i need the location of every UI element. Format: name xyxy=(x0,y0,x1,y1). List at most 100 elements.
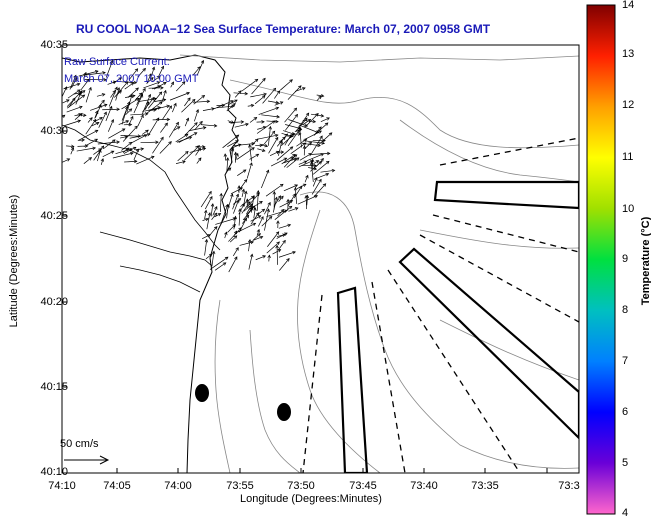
current-vector xyxy=(170,81,174,88)
current-vector-head xyxy=(294,184,299,188)
current-vector xyxy=(62,86,67,98)
current-vector xyxy=(226,103,236,112)
current-vector xyxy=(279,258,290,271)
current-vector xyxy=(184,118,189,127)
current-vector xyxy=(98,111,107,128)
current-vector xyxy=(175,133,189,143)
current-vector-head xyxy=(214,226,218,230)
current-vector-head xyxy=(66,158,71,162)
current-vector-head xyxy=(100,145,105,149)
colorbar-tick-label: 5 xyxy=(622,457,629,469)
current-vector-head xyxy=(112,89,116,94)
current-vector-head xyxy=(321,141,326,145)
current-vector xyxy=(204,196,213,210)
current-vector-head xyxy=(250,103,255,108)
current-vector-head xyxy=(213,123,218,128)
current-vector-head xyxy=(73,74,77,79)
current-vector xyxy=(204,239,208,256)
current-vector-head xyxy=(86,78,90,83)
current-vector-head xyxy=(211,250,216,255)
current-vector xyxy=(233,92,248,95)
current-vector-head xyxy=(158,91,163,96)
current-vector-head xyxy=(168,105,172,109)
current-vector-head xyxy=(88,86,92,91)
current-vector-head xyxy=(195,109,200,113)
current-vector-head xyxy=(262,77,266,82)
current-vector xyxy=(243,203,253,212)
current-vector-head xyxy=(230,120,235,124)
x-tick-label: 73:45 xyxy=(349,480,377,492)
current-vector-head xyxy=(255,212,260,216)
current-vector-head xyxy=(233,151,238,156)
current-vector-head xyxy=(153,108,157,112)
current-vector-head xyxy=(263,92,267,97)
current-vector-head xyxy=(234,99,238,103)
current-vector xyxy=(148,117,160,135)
current-vector xyxy=(196,157,202,164)
current-vector xyxy=(268,255,270,262)
y-axis-label: Latitude (Degrees:Minutes) xyxy=(8,194,20,328)
current-vector xyxy=(239,241,254,246)
current-vector-head xyxy=(256,190,260,194)
current-vector xyxy=(195,147,201,156)
boundary-line xyxy=(432,214,579,253)
current-vector xyxy=(152,119,170,121)
current-vector xyxy=(102,150,114,158)
current-vector-head xyxy=(62,114,66,119)
current-vector-head xyxy=(291,133,296,137)
current-vector-head xyxy=(222,262,227,266)
current-vector xyxy=(194,121,203,131)
current-vector xyxy=(312,177,318,187)
current-vector xyxy=(138,98,157,102)
current-vector xyxy=(252,233,261,241)
current-vector-head xyxy=(266,169,270,174)
current-vector-head xyxy=(261,208,266,213)
current-vector xyxy=(161,90,167,104)
current-vector xyxy=(278,140,283,156)
current-vector xyxy=(226,157,229,173)
current-vector xyxy=(233,230,237,237)
current-vector-head xyxy=(129,147,133,152)
current-vector xyxy=(108,87,118,107)
current-vector xyxy=(216,105,235,109)
x-tick-label: 73:40 xyxy=(410,480,438,492)
current-vector xyxy=(121,142,132,151)
current-vector xyxy=(233,200,239,214)
current-vector-head xyxy=(284,232,288,236)
current-vector xyxy=(276,245,278,265)
scale-arrowhead xyxy=(99,455,110,465)
current-vector xyxy=(288,119,308,127)
current-vector-head xyxy=(234,256,238,260)
current-vector-head xyxy=(230,193,234,198)
current-vector xyxy=(311,135,323,154)
current-vector-head xyxy=(112,80,117,84)
current-vector-head xyxy=(320,93,325,98)
current-vector-head xyxy=(78,91,83,95)
current-vector-head xyxy=(233,235,238,239)
current-vector-head xyxy=(293,154,298,158)
boundary-line xyxy=(439,137,579,166)
current-vector-head xyxy=(235,140,239,144)
current-vector-head xyxy=(125,105,129,110)
current-vector-head xyxy=(238,90,242,94)
current-vector-head xyxy=(284,133,288,138)
current-vector-head xyxy=(317,143,321,148)
current-vector-head xyxy=(320,158,324,162)
x-axis-label: Longitude (Degrees:Minutes) xyxy=(240,493,382,505)
current-vector-head xyxy=(207,212,212,216)
current-vector xyxy=(120,134,141,137)
current-vector-head xyxy=(160,65,165,70)
current-vector-head xyxy=(276,90,281,94)
current-vector-head xyxy=(128,122,133,127)
current-vector xyxy=(283,130,295,135)
current-vector xyxy=(159,141,172,154)
current-vector-head xyxy=(130,82,135,86)
x-tick-label: 73:35 xyxy=(471,480,499,492)
current-vector xyxy=(313,160,319,164)
current-vector xyxy=(306,153,324,162)
current-vector xyxy=(252,236,263,241)
current-vector-head xyxy=(294,113,298,118)
current-vector xyxy=(257,148,266,152)
current-vector xyxy=(125,95,136,98)
current-vector-head xyxy=(185,117,190,122)
